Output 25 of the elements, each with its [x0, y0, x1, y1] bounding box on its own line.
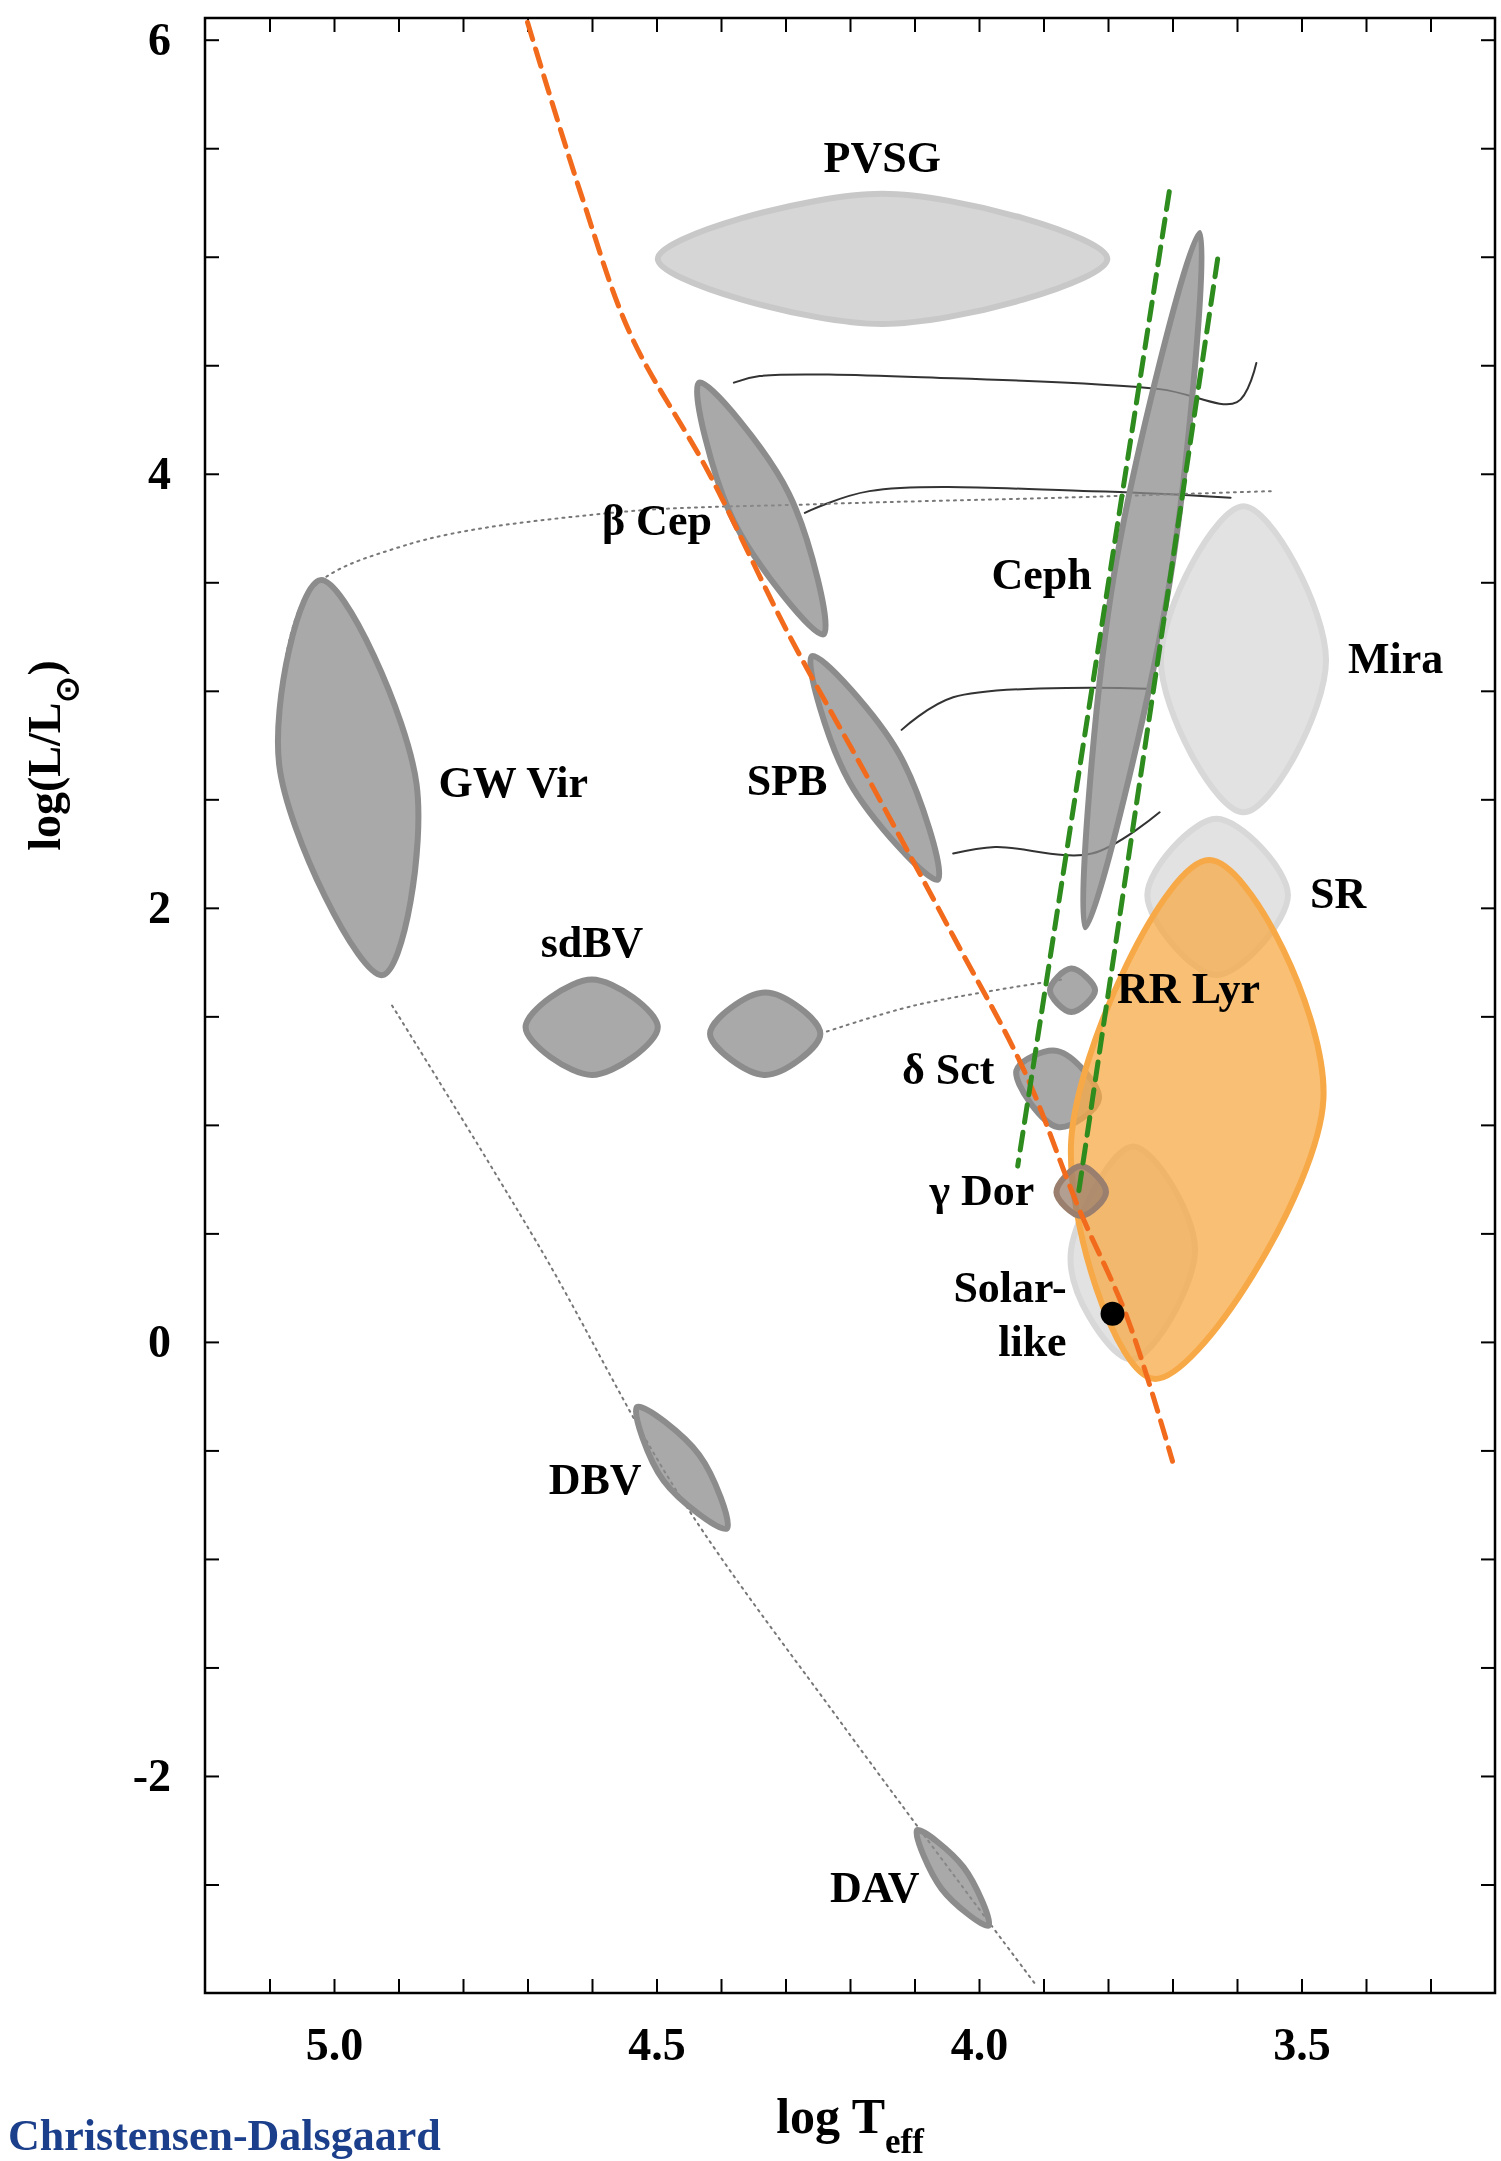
x-tick-label: 5.0	[305, 2018, 364, 2070]
annotation: δ Sct	[901, 1044, 995, 1094]
y-tick-label: 2	[148, 882, 171, 934]
annotation: DAV	[829, 1862, 920, 1912]
annotation: Solar-like	[953, 1262, 1067, 1366]
annotation: SR	[1309, 868, 1368, 918]
text: Christensen-Dalsgaard	[8, 2111, 441, 2160]
y-tick-label: 4	[148, 447, 171, 499]
annotation: RR Lyr	[1117, 964, 1261, 1014]
x-tick-label: 4.0	[950, 2018, 1009, 2070]
y-tick-label: 0	[148, 1316, 171, 1368]
y-tick-label: 6	[148, 13, 171, 65]
annotation: Mira	[1348, 634, 1444, 684]
x-axis-title: log T$_{eff}$	[776, 2088, 925, 2161]
annotation: PVSG	[823, 132, 941, 182]
annotation: SPB	[746, 755, 828, 805]
annotation: DBV	[548, 1454, 642, 1504]
annotation: GW Vir	[438, 758, 589, 808]
y-tick-label: -2	[132, 1750, 171, 1802]
annotation: γ Dor	[928, 1166, 1035, 1216]
annotation: β Cep	[601, 495, 712, 545]
annotation: sdBV	[540, 918, 644, 968]
x-tick-label: 4.5	[628, 2018, 686, 2070]
annotation: Ceph	[991, 549, 1092, 599]
x-tick-label: 3.5	[1273, 2018, 1331, 2070]
